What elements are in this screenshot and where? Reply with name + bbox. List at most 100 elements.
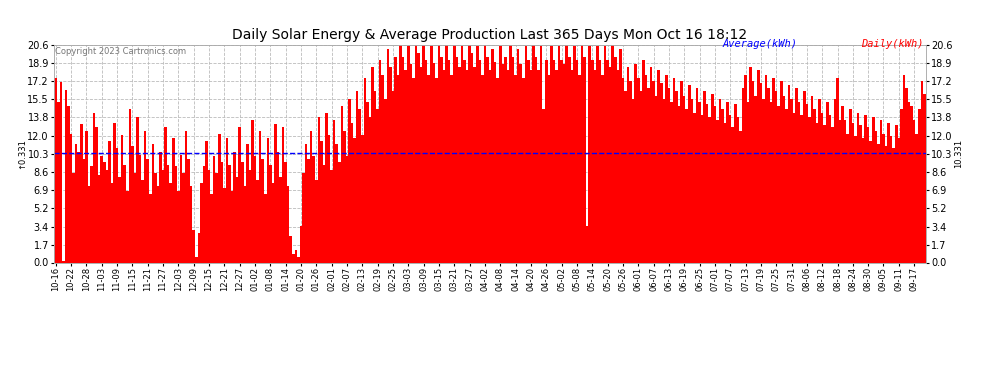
Bar [119,177,121,262]
Bar [892,148,895,262]
Bar [849,110,851,262]
Bar [126,191,129,262]
Bar [221,162,223,262]
Bar [394,57,397,262]
Bar [665,75,667,262]
Bar [575,60,578,262]
Bar [179,155,182,262]
Bar [228,165,231,262]
Bar [446,43,447,262]
Text: Average(kWh): Average(kWh) [723,39,798,50]
Bar [241,162,244,262]
Bar [900,110,903,262]
Bar [557,46,560,262]
Bar [806,104,808,262]
Bar [795,88,798,262]
Bar [389,67,392,262]
Bar [496,78,499,262]
Bar [813,110,816,262]
Bar [465,70,468,262]
Bar [236,177,239,262]
Bar [323,165,326,262]
Bar [274,124,277,262]
Bar [647,88,649,262]
Bar [371,67,374,262]
Bar [106,170,108,262]
Bar [535,57,538,262]
Bar [740,130,742,262]
Bar [374,92,376,262]
Bar [752,81,754,262]
Bar [685,110,688,262]
Bar [816,123,819,262]
Bar [144,130,147,262]
Bar [139,155,142,262]
Bar [622,78,624,262]
Bar [591,60,594,262]
Bar [832,128,834,262]
Bar [348,99,350,262]
Bar [843,120,846,262]
Bar [499,46,502,262]
Bar [430,46,433,262]
Bar [486,57,489,262]
Bar [688,85,691,262]
Bar [450,75,453,262]
Bar [305,144,307,262]
Bar [384,99,386,262]
Bar [111,183,113,262]
Text: Daily(kWh): Daily(kWh) [861,39,924,50]
Bar [366,102,368,262]
Bar [344,130,346,262]
Bar [588,46,591,262]
Bar [617,70,619,262]
Bar [473,67,476,262]
Bar [379,60,381,262]
Bar [90,166,93,262]
Bar [356,92,358,262]
Bar [619,49,622,262]
Bar [578,75,581,262]
Bar [502,64,504,262]
Bar [530,70,533,262]
Bar [69,134,72,262]
Bar [129,110,131,262]
Bar [54,78,57,262]
Bar [882,134,885,262]
Bar [867,128,869,262]
Bar [515,75,517,262]
Bar [256,180,258,262]
Bar [772,78,775,262]
Bar [174,166,177,262]
Bar [624,92,627,262]
Bar [172,138,174,262]
Bar [297,257,300,262]
Bar [754,96,757,262]
Bar [62,261,64,262]
Bar [729,115,732,262]
Bar [601,75,604,262]
Bar [732,128,734,262]
Bar [716,120,719,262]
Bar [842,106,843,262]
Bar [614,57,617,262]
Bar [568,57,570,262]
Bar [662,99,665,262]
Bar [898,138,900,262]
Bar [596,46,599,262]
Bar [923,94,926,262]
Bar [746,102,749,262]
Bar [586,225,588,262]
Bar [441,57,443,262]
Bar [266,138,269,262]
Bar [98,175,100,262]
Bar [921,81,923,262]
Bar [331,170,333,262]
Bar [762,99,764,262]
Bar [239,128,241,262]
Bar [399,41,402,262]
Bar [824,125,826,262]
Bar [203,166,205,262]
Bar [698,102,701,262]
Bar [803,92,806,262]
